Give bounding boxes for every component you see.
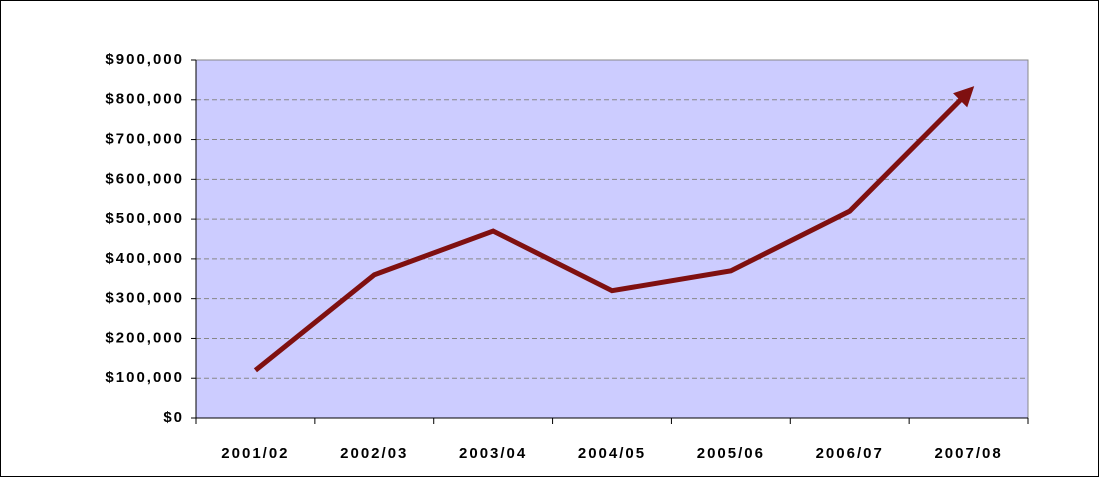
y-tick-label: $800,000	[105, 91, 184, 108]
y-tick-label: $500,000	[105, 210, 184, 227]
x-tick-label: 2005/06	[697, 445, 765, 462]
y-tick-label: $200,000	[105, 329, 184, 346]
y-tick-label: $100,000	[105, 369, 184, 386]
y-tick-label: $0	[163, 409, 184, 426]
y-tick-label: $600,000	[105, 170, 184, 187]
x-tick-label: 2003/04	[459, 445, 527, 462]
y-tick-label: $300,000	[105, 290, 184, 307]
x-tick-label: 2004/05	[578, 445, 646, 462]
x-tick-label: 2006/07	[816, 445, 884, 462]
y-tick-label: $700,000	[105, 131, 184, 148]
plot-area	[195, 59, 1029, 419]
y-tick-label: $400,000	[105, 250, 184, 267]
x-tick-label: 2007/08	[934, 445, 1002, 462]
x-tick-label: 2001/02	[221, 445, 289, 462]
x-tick-label: 2002/03	[340, 445, 408, 462]
y-tick-label: $900,000	[105, 51, 184, 68]
data-line	[253, 86, 975, 373]
